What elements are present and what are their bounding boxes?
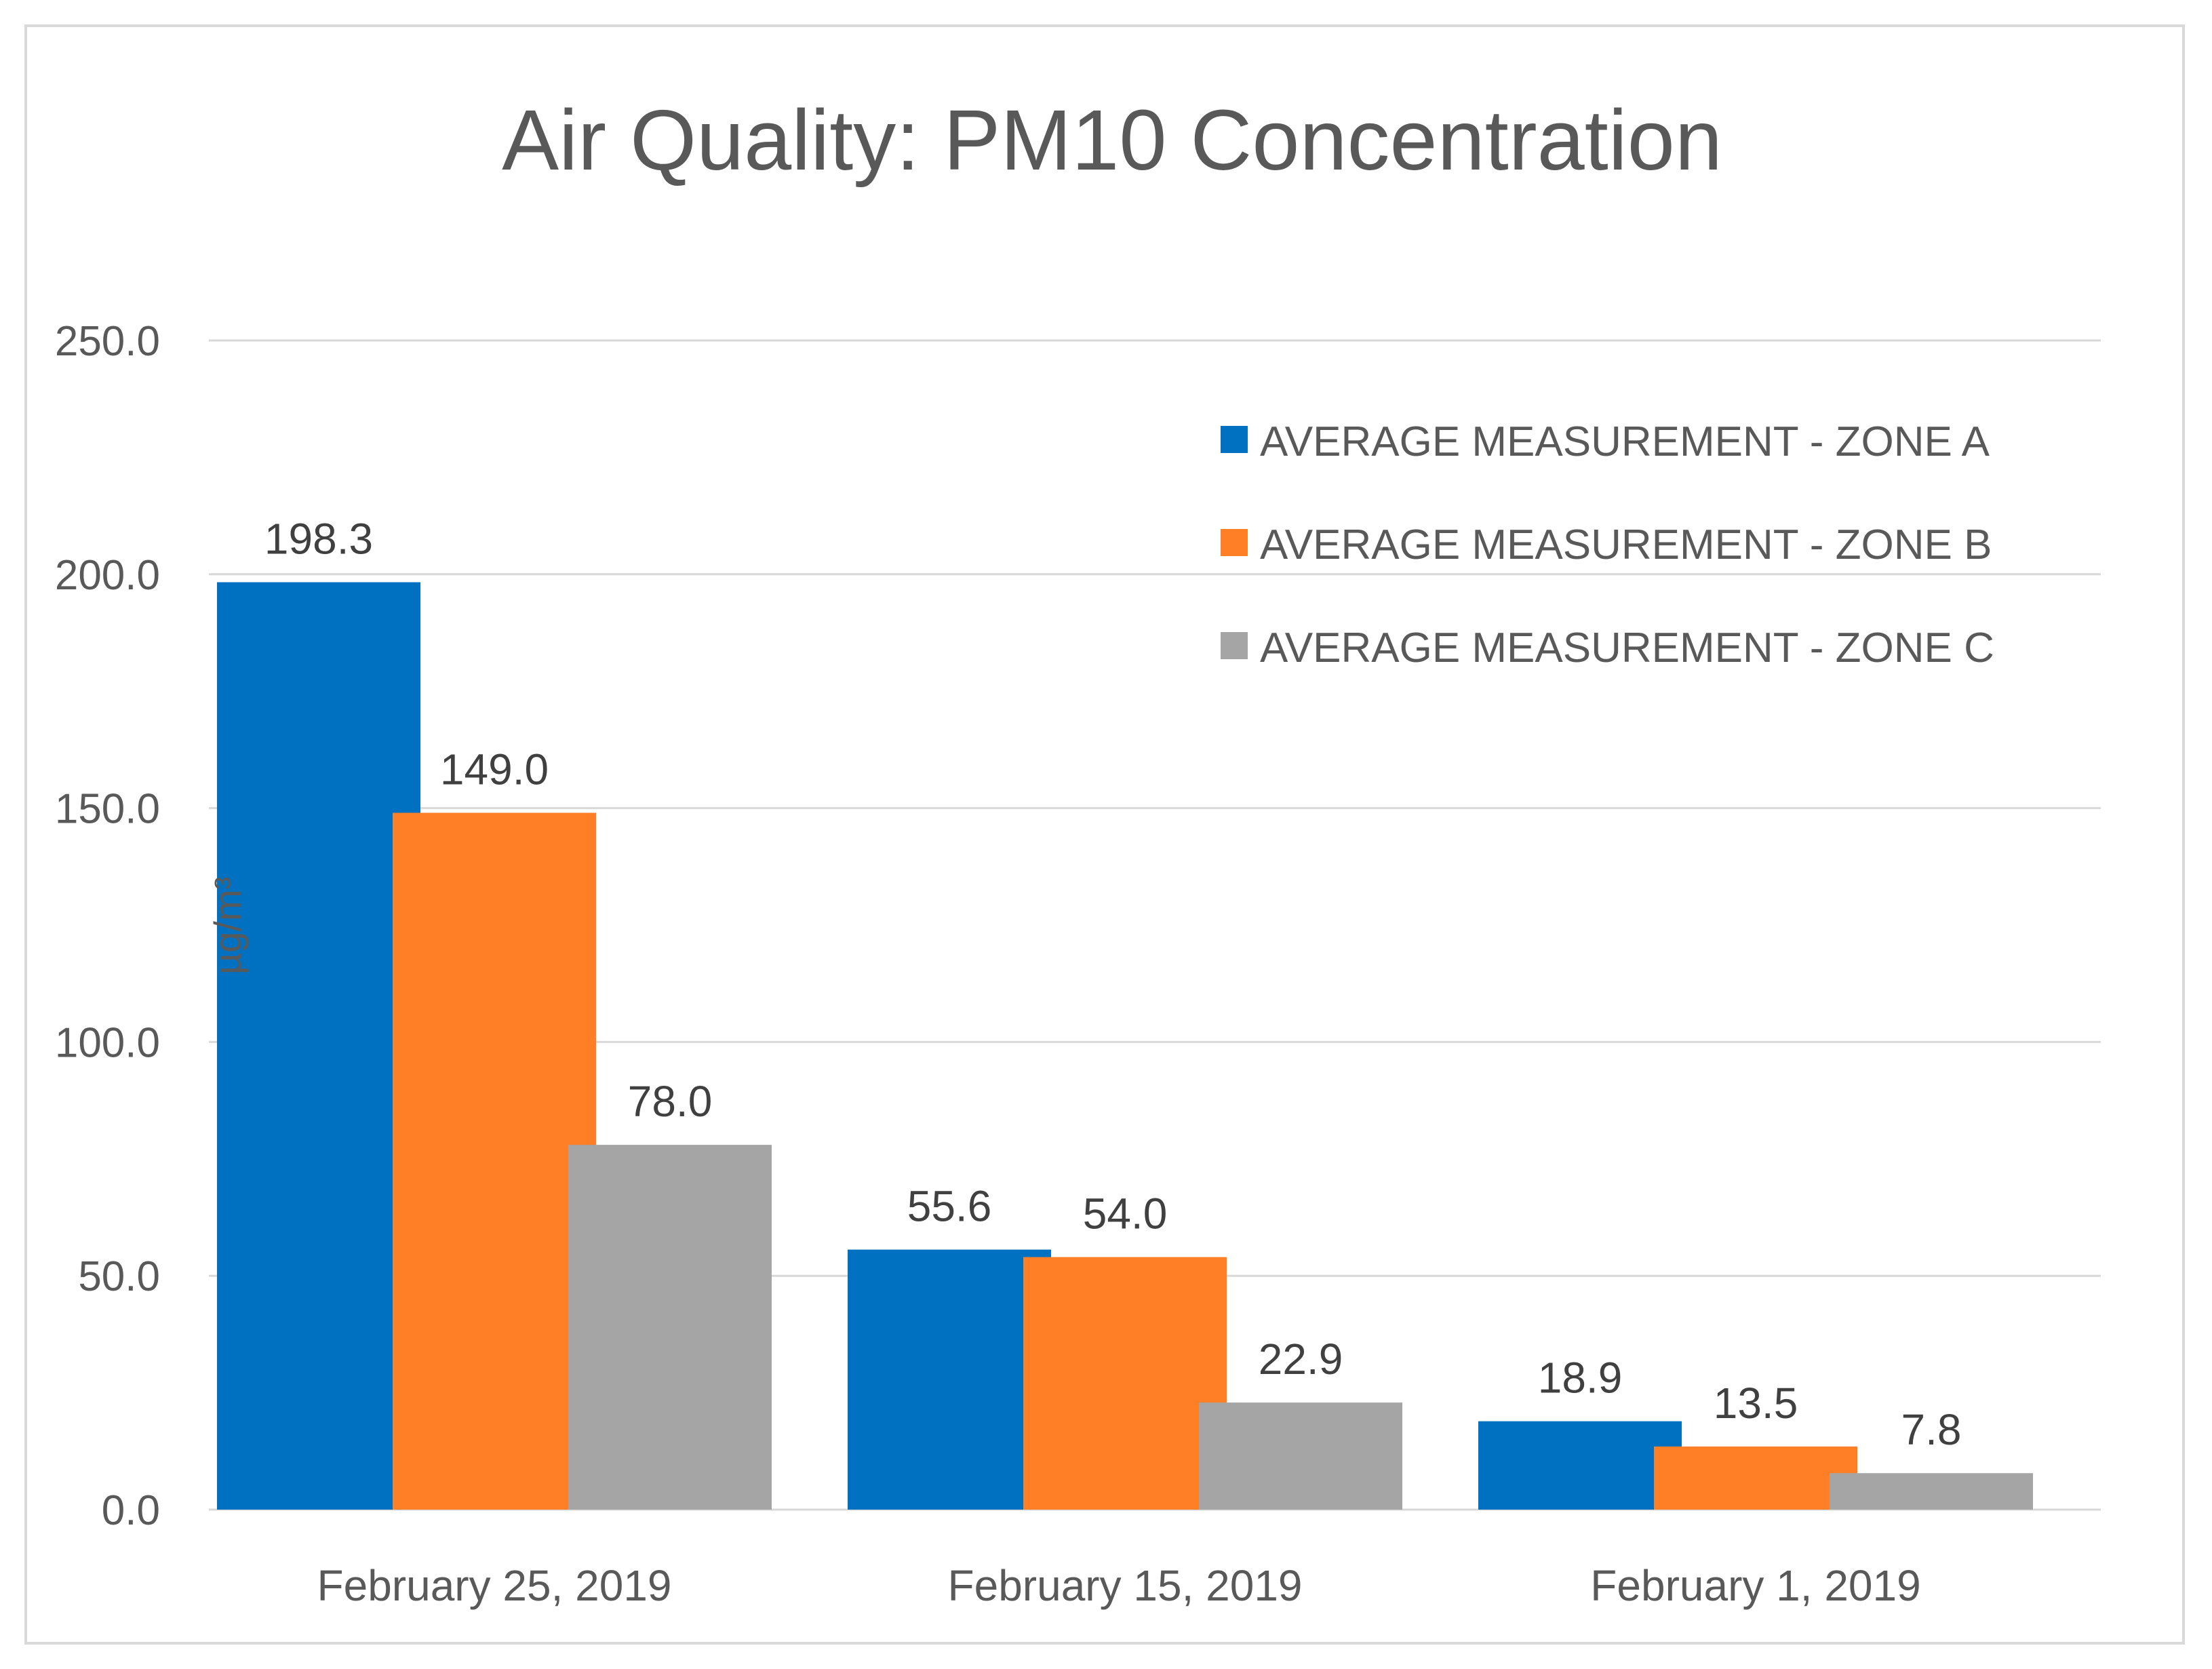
bar-1-3 [1478, 1421, 1682, 1510]
bar-3-3 [1830, 1473, 2033, 1510]
legend-label-3: AVERAGE MEASUREMENT - ZONE C [1260, 625, 1994, 671]
labels-layer: 0.0 50.0 100.0 150.0 200.0 250.0 198.3 149.0 78.… [55, 318, 1962, 1610]
data-label-1-1: 198.3 [264, 515, 373, 564]
legend-label-2: AVERAGE MEASUREMENT - ZONE B [1260, 522, 1992, 568]
bar-3-1 [568, 1145, 772, 1510]
bar-2-2 [1023, 1257, 1227, 1510]
bars-layer [217, 582, 2033, 1510]
legend-label-1: AVERAGE MEASUREMENT - ZONE A [1260, 418, 1990, 465]
legend-swatch-2 [1221, 529, 1248, 556]
y-tick-label-1: 50.0 [78, 1253, 160, 1300]
y-tick-label-0: 0.0 [102, 1487, 160, 1534]
bar-2-1 [393, 812, 596, 1510]
bar-2-3 [1654, 1446, 1857, 1510]
x-tick-label-2: February 15, 2019 [948, 1561, 1303, 1610]
bar-1-2 [848, 1249, 1051, 1510]
bar-3-2 [1199, 1402, 1402, 1510]
data-label-2-3: 13.5 [1714, 1379, 1798, 1428]
data-label-1-2: 55.6 [907, 1182, 992, 1231]
data-label-1-3: 18.9 [1538, 1354, 1623, 1402]
legend-swatch-3 [1221, 632, 1248, 659]
data-label-3-3: 7.8 [1901, 1405, 1962, 1454]
data-label-2-1: 149.0 [440, 745, 549, 793]
data-label-3-2: 22.9 [1259, 1335, 1343, 1383]
x-tick-label-3: February 1, 2019 [1590, 1561, 1920, 1610]
bar-1-1 [217, 582, 420, 1510]
y-tick-label-5: 250.0 [55, 318, 160, 365]
y-tick-label-2: 100.0 [55, 1019, 160, 1066]
legend: AVERAGE MEASUREMENT - ZONE A AVERAGE MEAS… [1221, 418, 1994, 671]
y-tick-label-4: 200.0 [55, 552, 160, 599]
data-label-3-1: 78.0 [628, 1077, 713, 1126]
y-tick-label-3: 150.0 [55, 786, 160, 833]
y-axis-label: µg/m³ [206, 877, 249, 975]
chart-title: Air Quality: PM10 Concentration [502, 92, 1722, 188]
legend-swatch-1 [1221, 426, 1248, 453]
data-label-2-2: 54.0 [1083, 1190, 1168, 1238]
x-tick-label-1: February 25, 2019 [317, 1561, 672, 1610]
